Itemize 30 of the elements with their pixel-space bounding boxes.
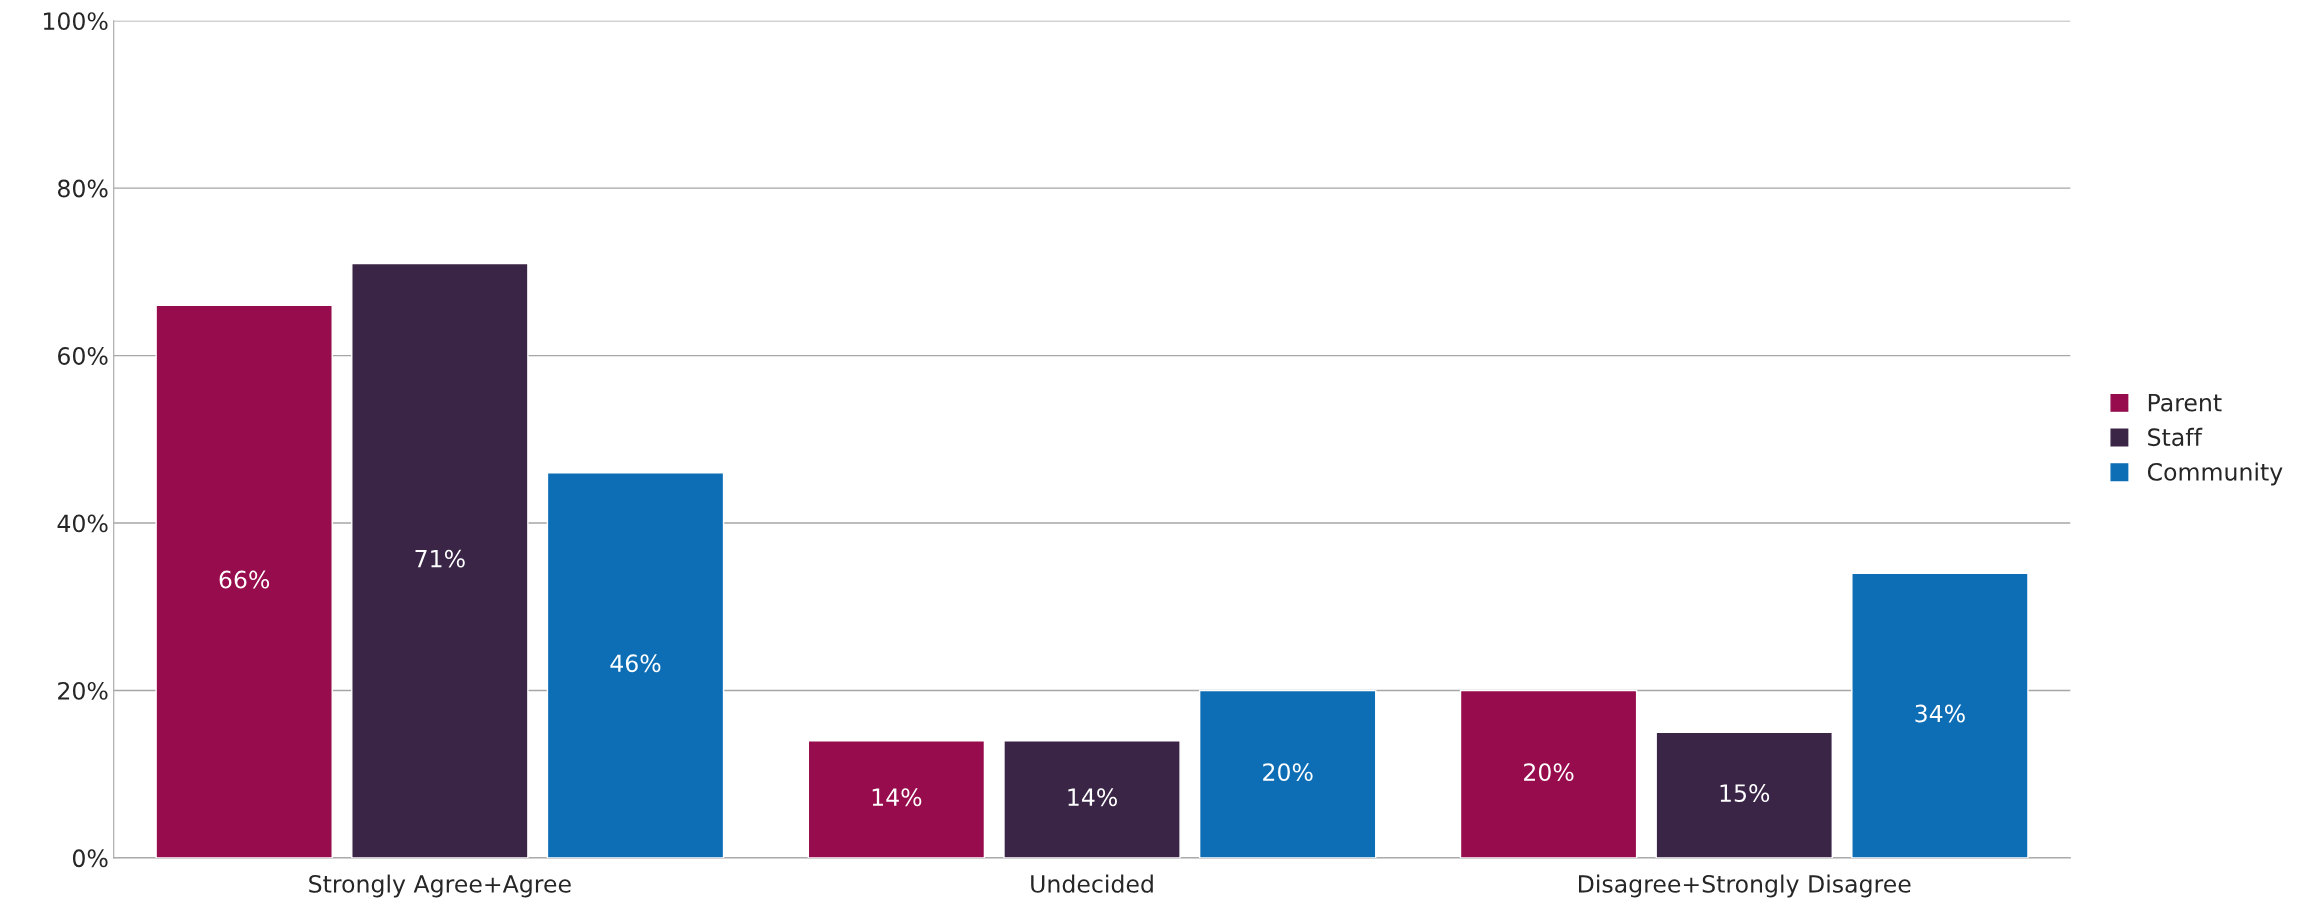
text: 34% [1915, 704, 1965, 723]
bar [1003, 739, 1181, 858]
text: 14% [872, 788, 922, 807]
x-tick-label: Undecided [1031, 874, 1153, 893]
text: 20% [1524, 763, 1574, 782]
bar [1655, 731, 1833, 858]
text: 71% [415, 549, 465, 568]
x-tick-label: Disagree+Strongly Disagree [1579, 874, 1911, 898]
bar [546, 472, 725, 858]
y-tick-label: 100% [43, 12, 108, 31]
legend-label: Community [2147, 462, 2283, 486]
bar [155, 304, 333, 858]
text: 15% [1720, 784, 1770, 802]
y-tick-label: 0% [72, 849, 108, 868]
bar [807, 739, 986, 858]
y-tick-label: 40% [57, 514, 108, 533]
x-tick-label: Strongly Agree+Agree [309, 874, 571, 898]
text: 14% [1068, 788, 1117, 807]
text: 46% [610, 654, 661, 673]
bar [351, 262, 529, 858]
y-tick-label: 80% [57, 179, 108, 198]
legend-label: Parent [2148, 393, 2222, 412]
text: 66% [219, 570, 270, 589]
bar [1851, 572, 2029, 858]
y-tick-label: 60% [58, 347, 108, 365]
bar [1198, 689, 1377, 858]
y-tick-label: 20% [58, 681, 108, 700]
text: 20% [1263, 763, 1313, 782]
legend-label: Staff [2148, 427, 2203, 447]
bar [1459, 689, 1638, 858]
